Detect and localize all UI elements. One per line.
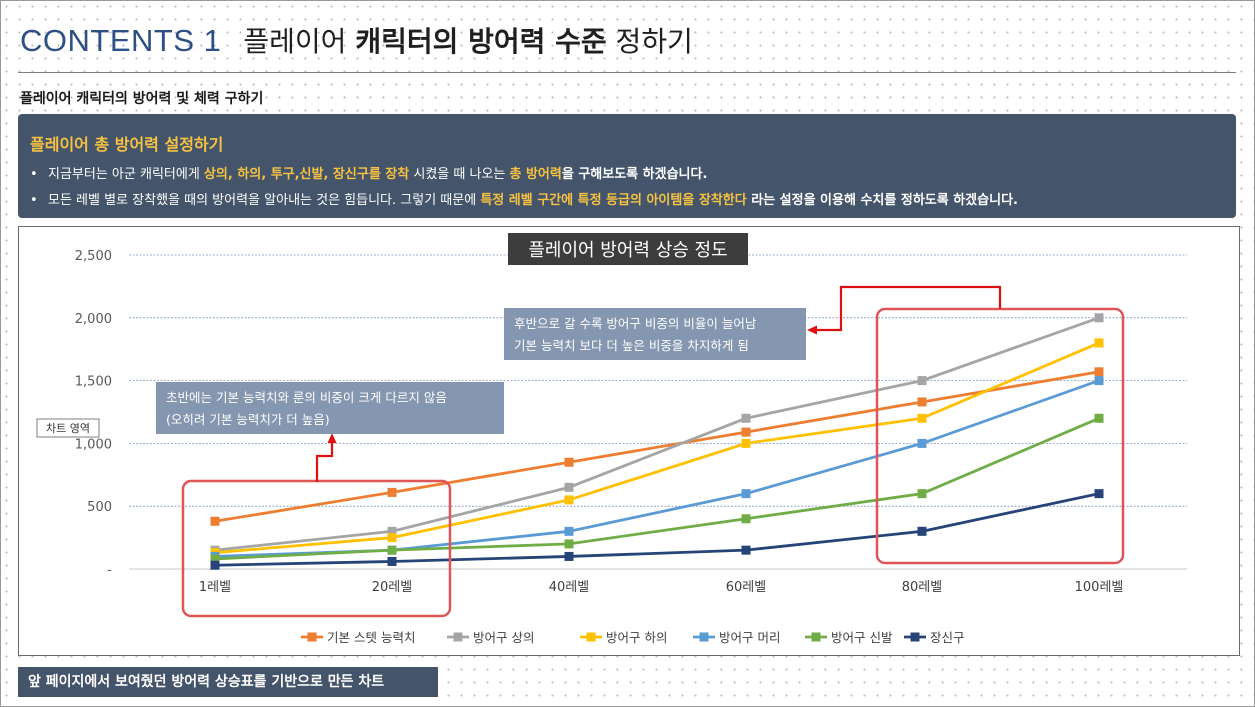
- data-point: [741, 413, 751, 423]
- data-point: [741, 545, 751, 555]
- x-tick-label: 60레벨: [726, 580, 766, 595]
- legend-label: 기본 스텟 능력치: [327, 630, 415, 645]
- title-part-1: 플레이어: [243, 25, 356, 58]
- data-point: [917, 489, 927, 499]
- y-tick-label: 2,500: [75, 249, 112, 264]
- summary-box-title: 플레이어 총 방어력 설정하기: [30, 135, 224, 154]
- bullet1-highlight-d: 총 방어력: [509, 167, 562, 182]
- data-point: [1094, 367, 1104, 377]
- x-tick-label: 100레벨: [1075, 580, 1124, 595]
- bullet1-text-a: 지금부터는 아군 캐릭터에게: [48, 167, 204, 182]
- y-tick-label: 1,500: [75, 375, 112, 390]
- summary-bullet-2: 모든 레벨 별로 장착했을 때의 방어력을 알아내는 것은 힘듭니다. 그렇기 …: [30, 188, 1236, 214]
- data-point: [917, 438, 927, 448]
- line-chart: - 500 1,000 1,500 2,000 2,500 1레벨 20레벨 40레벨 60레벨 8…: [36, 233, 1187, 645]
- annotation-late-text: 후반으로 갈 수록 방어구 비중의 비율이 늘어남: [514, 316, 757, 331]
- title-part-3: 정하기: [606, 25, 693, 58]
- data-point: [564, 526, 574, 536]
- data-point: [564, 495, 574, 505]
- header-rule: [18, 72, 1236, 73]
- data-point: [917, 413, 927, 423]
- data-point: [741, 438, 751, 448]
- page-title: 플레이어 캐릭터의 방어력 수준 정하기: [243, 25, 692, 58]
- data-point: [1094, 338, 1104, 348]
- legend-marker: [453, 632, 463, 642]
- data-point: [210, 554, 220, 564]
- y-tick-label: -: [107, 563, 112, 578]
- annotation-early-bg: [156, 382, 504, 434]
- data-point: [564, 551, 574, 561]
- annotation-late-bg: [504, 308, 806, 360]
- bullet1-text-c: 시켰을 때 나오는: [409, 167, 510, 182]
- data-point: [564, 457, 574, 467]
- data-point: [387, 487, 397, 497]
- data-point: [564, 482, 574, 492]
- summary-bullet-1: 지금부터는 아군 캐릭터에게 상의, 하의, 투구,신발, 장신구를 장착 시켰…: [30, 162, 1236, 188]
- bullet1-highlight-b: 상의, 하의, 투구,신발, 장신구를 장착: [203, 167, 410, 182]
- data-point: [387, 545, 397, 555]
- footer-caption: 앞 페이지에서 보여줬던 방어력 상승표를 기반으로 만든 차트: [18, 667, 438, 697]
- x-tick-label: 40레벨: [549, 580, 589, 595]
- annotation-arrowhead-late: [807, 325, 817, 335]
- bullet2-text-c: 라는 설정을 이용해 수치를 정하도록 하겠습니다.: [746, 193, 1018, 208]
- annotation-early-text: (오히려 기본 능력치가 더 높음): [166, 412, 330, 427]
- title-part-bold: 캐릭터의 방어력 수준: [355, 25, 607, 58]
- contents-number: CONTENTS 1: [20, 23, 222, 58]
- bullet1-text-e: 을 구해보도록 하겠습니다.: [561, 167, 708, 182]
- chart-title: 플레이어 방어력 상승 정도: [528, 240, 727, 261]
- chart-panel[interactable]: - 500 1,000 1,500 2,000 2,500 1레벨 20레벨 40레벨 60레벨 8…: [18, 226, 1240, 656]
- chart-area-label: 차트 영역: [46, 422, 90, 435]
- data-point: [741, 427, 751, 437]
- legend-marker: [307, 632, 317, 642]
- annotation-late-text: 기본 능력치 보다 더 높은 비중을 차지하게 됨: [514, 338, 749, 353]
- series-line: [214, 341, 1100, 555]
- data-point: [741, 489, 751, 499]
- data-point: [387, 556, 397, 566]
- data-point: [210, 516, 220, 526]
- annotation-arrow-late: [815, 285, 1002, 332]
- bullet2-highlight-b: 특정 레벨 구간에 특정 등급의 아이템을 장착한다: [480, 193, 747, 208]
- y-tick-label: 2,000: [75, 312, 112, 327]
- data-point: [1094, 376, 1104, 386]
- chart-area-label-bg: [36, 418, 100, 438]
- data-point: [564, 539, 574, 549]
- legend-label: 방어구 하의: [606, 630, 667, 645]
- y-tick-label: 1,000: [75, 437, 112, 452]
- data-point: [917, 376, 927, 386]
- x-tick-label: 1레벨: [199, 580, 231, 595]
- annotation-early-text: 초반에는 기본 능력치와 룬의 비중이 크게 다르지 않음: [166, 390, 447, 405]
- annotation-arrow-early: [315, 441, 334, 482]
- series-line: [214, 316, 1100, 552]
- series-line: [214, 370, 1100, 523]
- legend-label: 방어구 신발: [831, 630, 893, 645]
- data-point: [1094, 413, 1104, 423]
- bullet2-text-a: 모든 레벨 별로 장착했을 때의 방어력을 알아내는 것은 힘듭니다. 그렇기 …: [48, 193, 481, 208]
- series-line: [214, 416, 1100, 561]
- data-point: [387, 526, 397, 536]
- y-tick-label: 500: [87, 500, 112, 515]
- legend-label: 장신구: [930, 630, 965, 645]
- summary-box: 플레이어 총 방어력 설정하기 지금부터는 아군 캐릭터에게 상의, 하의, 투…: [18, 114, 1236, 218]
- data-point: [1094, 489, 1104, 499]
- series-line: [214, 492, 1100, 567]
- legend-marker: [586, 632, 596, 642]
- annotation-arrowhead-early: [327, 433, 337, 443]
- data-point: [210, 560, 220, 570]
- legend-label: 방어구 상의: [473, 630, 534, 645]
- legend-marker: [699, 632, 709, 642]
- x-tick-label: 20레벨: [372, 580, 412, 595]
- page-header: CONTENTS 1 플레이어 캐릭터의 방어력 수준 정하기: [20, 20, 693, 60]
- legend-label: 방어구 머리: [719, 630, 780, 645]
- data-point: [1094, 313, 1104, 323]
- data-point: [741, 514, 751, 524]
- data-point: [917, 526, 927, 536]
- legend-marker: [811, 632, 821, 642]
- legend-marker: [910, 632, 920, 642]
- data-point: [387, 533, 397, 543]
- chart-title-bg: [508, 233, 748, 265]
- section-subtitle: 플레이어 캐릭터의 방어력 및 체력 구하기: [20, 91, 264, 107]
- x-tick-label: 80레벨: [902, 580, 942, 595]
- data-point: [917, 397, 927, 407]
